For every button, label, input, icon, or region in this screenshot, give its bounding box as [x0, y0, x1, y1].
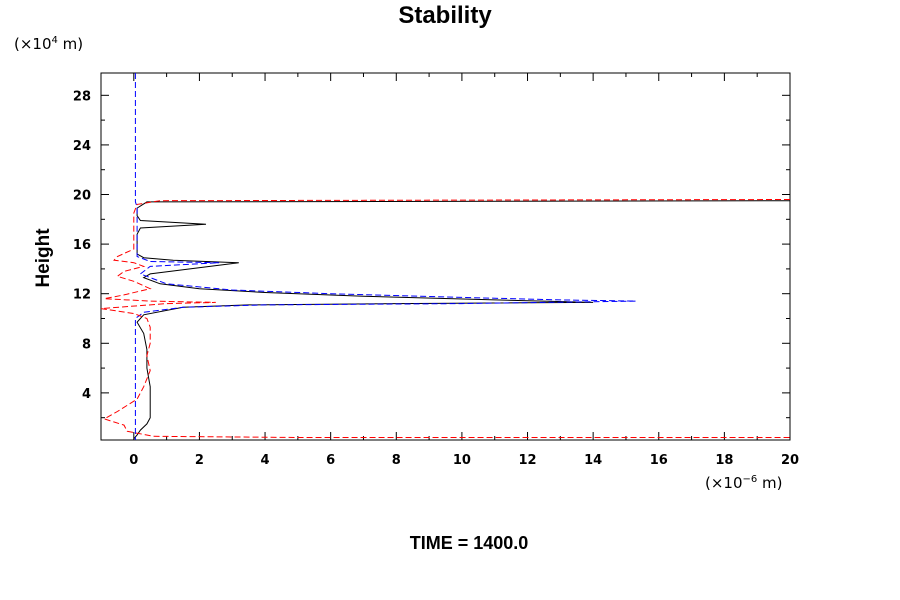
- y-tick-label: 28: [73, 89, 91, 104]
- y-tick-label: 24: [73, 139, 91, 154]
- x-tick-label: 14: [584, 453, 602, 468]
- y-axis-unit: (×104 m): [14, 35, 83, 53]
- x-tick-label: 16: [650, 453, 668, 468]
- y-tick-label: 20: [73, 189, 91, 204]
- x-tick-label: 10: [453, 453, 471, 468]
- y-axis-label: Height: [33, 228, 54, 288]
- x-unit-exponent: −6: [743, 474, 758, 485]
- plot-frame: [100, 72, 791, 441]
- y-tick-label: 8: [82, 337, 91, 352]
- x-tick-label: 2: [195, 453, 204, 468]
- x-unit-prefix: (×10: [705, 474, 743, 492]
- y-unit-exponent: 4: [52, 35, 58, 46]
- chart-title: Stability: [398, 2, 492, 29]
- y-tick-label: 4: [82, 387, 91, 402]
- x-tick-label: 18: [715, 453, 733, 468]
- x-unit-suffix: m): [757, 474, 782, 492]
- y-tick-label: 12: [73, 288, 91, 303]
- y-tick-label: 16: [73, 238, 91, 253]
- y-unit-prefix: (×10: [14, 35, 52, 53]
- x-tick-label: 4: [261, 453, 270, 468]
- x-tick-label: 12: [518, 453, 536, 468]
- x-axis-unit: (×10−6 m): [705, 474, 783, 492]
- time-label: TIME = 1400.0: [410, 533, 529, 553]
- x-tick-label: 0: [129, 453, 138, 468]
- series-line-2: [134, 73, 636, 440]
- y-unit-suffix: m): [58, 35, 83, 53]
- x-tick-label: 20: [781, 453, 799, 468]
- series-line-1: [133, 200, 790, 440]
- x-tick-label: 8: [392, 453, 401, 468]
- series-line-3: [101, 199, 790, 438]
- x-tick-label: 6: [326, 453, 335, 468]
